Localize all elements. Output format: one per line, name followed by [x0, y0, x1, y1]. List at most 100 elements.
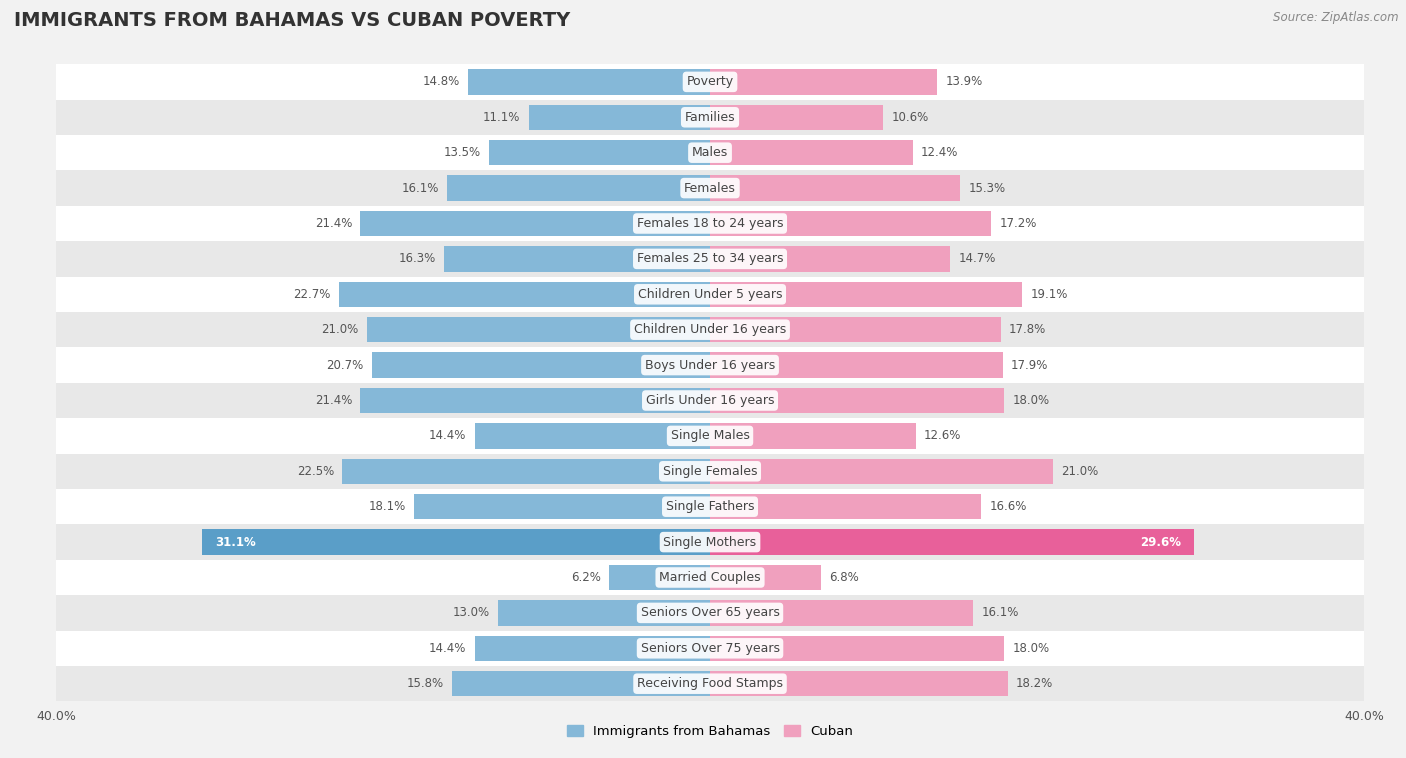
- Text: 17.2%: 17.2%: [1000, 217, 1036, 230]
- Bar: [710, 529, 1194, 555]
- Text: Families: Families: [685, 111, 735, 124]
- Bar: [56, 241, 1364, 277]
- Bar: [56, 666, 1364, 701]
- Bar: [710, 459, 1053, 484]
- Bar: [201, 529, 710, 555]
- Text: 29.6%: 29.6%: [1140, 536, 1181, 549]
- Bar: [710, 494, 981, 519]
- Text: 13.5%: 13.5%: [444, 146, 481, 159]
- Bar: [56, 277, 1364, 312]
- Text: 12.4%: 12.4%: [921, 146, 959, 159]
- Bar: [360, 388, 710, 413]
- Bar: [56, 99, 1364, 135]
- Text: 21.0%: 21.0%: [322, 323, 359, 337]
- Text: 18.0%: 18.0%: [1012, 642, 1049, 655]
- Text: 16.1%: 16.1%: [981, 606, 1019, 619]
- Bar: [710, 140, 912, 165]
- Bar: [56, 453, 1364, 489]
- Text: Receiving Food Stamps: Receiving Food Stamps: [637, 677, 783, 691]
- Text: Children Under 16 years: Children Under 16 years: [634, 323, 786, 337]
- Text: IMMIGRANTS FROM BAHAMAS VS CUBAN POVERTY: IMMIGRANTS FROM BAHAMAS VS CUBAN POVERTY: [14, 11, 571, 30]
- Bar: [710, 671, 1008, 697]
- Text: 20.7%: 20.7%: [326, 359, 364, 371]
- Bar: [360, 211, 710, 236]
- Bar: [710, 281, 1022, 307]
- Text: 18.1%: 18.1%: [368, 500, 406, 513]
- Bar: [56, 595, 1364, 631]
- Text: Males: Males: [692, 146, 728, 159]
- Text: 6.2%: 6.2%: [571, 571, 600, 584]
- Bar: [710, 317, 1001, 343]
- Bar: [56, 418, 1364, 453]
- Bar: [710, 246, 950, 271]
- Bar: [56, 383, 1364, 418]
- Text: 17.9%: 17.9%: [1011, 359, 1047, 371]
- Text: Source: ZipAtlas.com: Source: ZipAtlas.com: [1274, 11, 1399, 24]
- Text: 21.4%: 21.4%: [315, 394, 352, 407]
- Bar: [710, 175, 960, 201]
- Bar: [475, 423, 710, 449]
- Bar: [529, 105, 710, 130]
- Text: 22.5%: 22.5%: [297, 465, 335, 478]
- Text: Females: Females: [685, 182, 735, 195]
- Text: Single Males: Single Males: [671, 429, 749, 443]
- Bar: [56, 347, 1364, 383]
- Bar: [56, 560, 1364, 595]
- Text: Seniors Over 75 years: Seniors Over 75 years: [641, 642, 779, 655]
- Text: 16.6%: 16.6%: [990, 500, 1026, 513]
- Bar: [367, 317, 710, 343]
- Bar: [56, 171, 1364, 205]
- Text: 13.9%: 13.9%: [945, 75, 983, 89]
- Text: 13.0%: 13.0%: [453, 606, 489, 619]
- Bar: [489, 140, 710, 165]
- Text: 17.8%: 17.8%: [1010, 323, 1046, 337]
- Bar: [342, 459, 710, 484]
- Text: 21.4%: 21.4%: [315, 217, 352, 230]
- Bar: [710, 211, 991, 236]
- Bar: [56, 525, 1364, 560]
- Text: 14.8%: 14.8%: [423, 75, 460, 89]
- Bar: [468, 69, 710, 95]
- Text: 18.2%: 18.2%: [1015, 677, 1053, 691]
- Bar: [371, 352, 710, 377]
- Text: 14.4%: 14.4%: [429, 642, 467, 655]
- Bar: [444, 246, 710, 271]
- Bar: [415, 494, 710, 519]
- Text: Poverty: Poverty: [686, 75, 734, 89]
- Text: 16.3%: 16.3%: [398, 252, 436, 265]
- Text: 14.4%: 14.4%: [429, 429, 467, 443]
- Text: 22.7%: 22.7%: [294, 288, 330, 301]
- Bar: [475, 635, 710, 661]
- Text: 11.1%: 11.1%: [484, 111, 520, 124]
- Text: 16.1%: 16.1%: [401, 182, 439, 195]
- Text: Children Under 5 years: Children Under 5 years: [638, 288, 782, 301]
- Text: 18.0%: 18.0%: [1012, 394, 1049, 407]
- Bar: [710, 600, 973, 625]
- Bar: [609, 565, 710, 590]
- Bar: [56, 205, 1364, 241]
- Bar: [56, 631, 1364, 666]
- Text: Single Females: Single Females: [662, 465, 758, 478]
- Text: 21.0%: 21.0%: [1062, 465, 1098, 478]
- Legend: Immigrants from Bahamas, Cuban: Immigrants from Bahamas, Cuban: [562, 720, 858, 744]
- Text: 31.1%: 31.1%: [215, 536, 256, 549]
- Text: 6.8%: 6.8%: [830, 571, 859, 584]
- Text: Seniors Over 65 years: Seniors Over 65 years: [641, 606, 779, 619]
- Text: Single Fathers: Single Fathers: [666, 500, 754, 513]
- Bar: [56, 64, 1364, 99]
- Bar: [710, 69, 938, 95]
- Bar: [498, 600, 710, 625]
- Bar: [447, 175, 710, 201]
- Bar: [451, 671, 710, 697]
- Text: Females 18 to 24 years: Females 18 to 24 years: [637, 217, 783, 230]
- Text: 19.1%: 19.1%: [1031, 288, 1067, 301]
- Text: 10.6%: 10.6%: [891, 111, 929, 124]
- Bar: [56, 489, 1364, 525]
- Bar: [710, 105, 883, 130]
- Text: 15.8%: 15.8%: [406, 677, 444, 691]
- Bar: [710, 635, 1004, 661]
- Text: Married Couples: Married Couples: [659, 571, 761, 584]
- Text: Females 25 to 34 years: Females 25 to 34 years: [637, 252, 783, 265]
- Bar: [56, 312, 1364, 347]
- Bar: [710, 388, 1004, 413]
